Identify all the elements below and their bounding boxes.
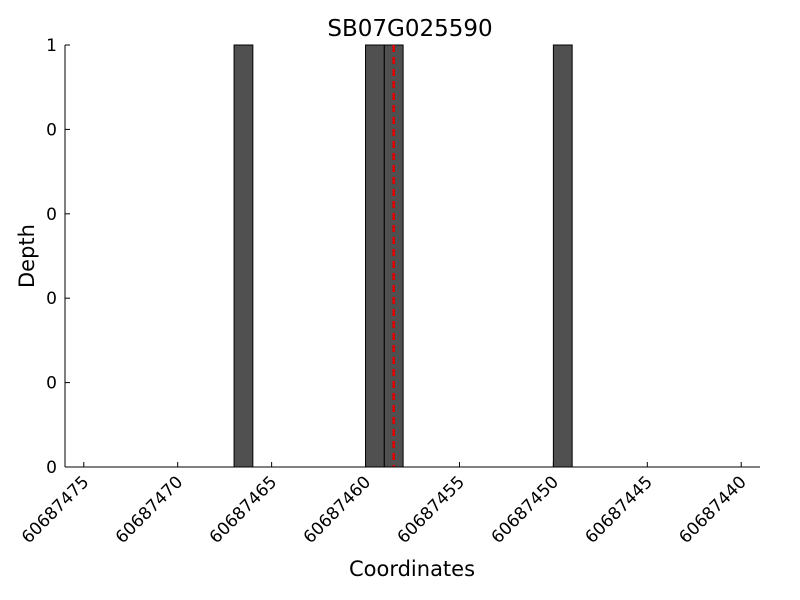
y-tick-label: 0: [46, 458, 57, 478]
x-tick-label: 60687455: [394, 472, 469, 547]
bar: [233, 44, 254, 468]
x-tick-label: 60687440: [675, 472, 750, 547]
y-tick-label: 0: [46, 205, 57, 225]
y-tick-label: 0: [46, 374, 57, 394]
x-tick-label: 60687460: [300, 472, 375, 547]
y-tick-label: 0: [46, 289, 57, 309]
bar: [552, 44, 573, 468]
y-tick-label: 1: [46, 36, 57, 56]
x-tick-label: 60687470: [112, 472, 187, 547]
x-tick-label: 60687465: [206, 472, 281, 547]
x-tick-label: 60687445: [582, 472, 657, 547]
y-tick-label: 0: [46, 120, 57, 140]
x-tick-label: 60687475: [18, 472, 93, 547]
bar: [365, 44, 385, 468]
chart-title: SB07G025590: [327, 16, 492, 42]
x-tick-label: 60687450: [488, 472, 563, 547]
x-axis-label: Coordinates: [349, 557, 475, 581]
y-axis-label: Depth: [15, 224, 39, 288]
